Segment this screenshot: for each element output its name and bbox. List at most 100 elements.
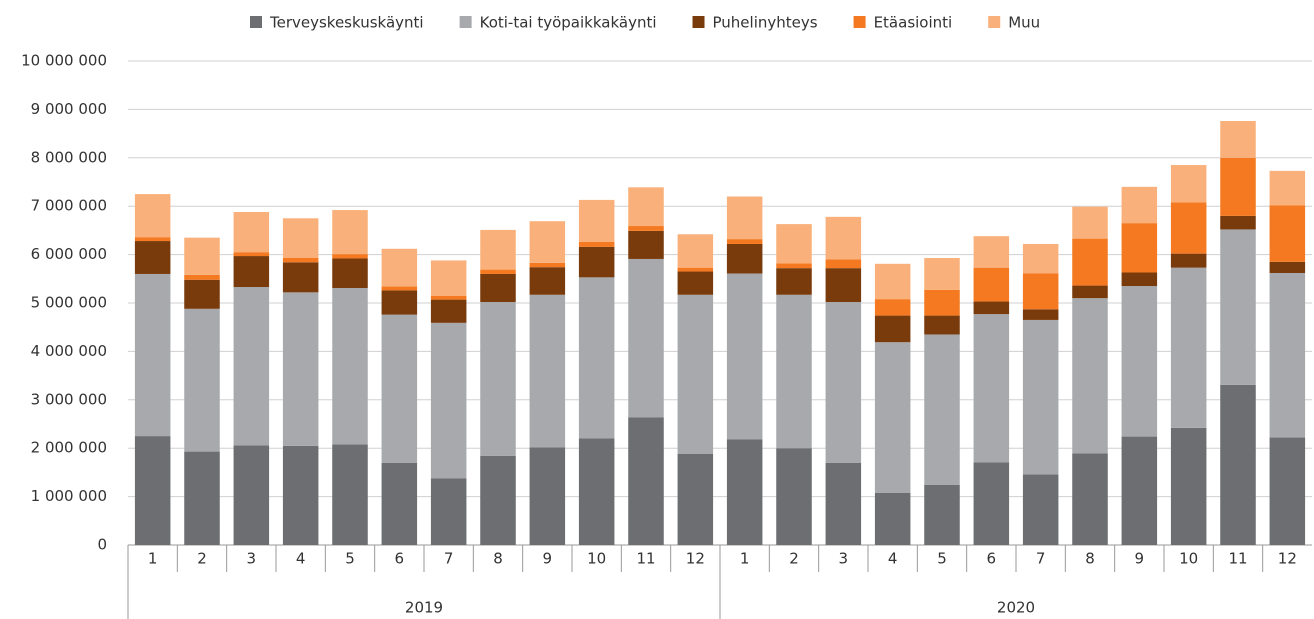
bar-segment <box>726 243 763 274</box>
x-tick-label: 2 <box>789 550 799 568</box>
bar-segment <box>677 294 714 455</box>
bar-segment <box>973 301 1010 315</box>
bar-segment <box>825 462 862 545</box>
bar-segment <box>332 210 368 255</box>
bar-segment <box>332 258 368 288</box>
bar-segment <box>134 241 171 274</box>
bar-segment <box>1121 186 1158 224</box>
bar-segment <box>1269 205 1306 262</box>
bar-segment <box>233 212 270 253</box>
bar-segment <box>677 267 714 272</box>
x-tick-label: 12 <box>1278 550 1297 568</box>
bar-segment <box>184 308 220 452</box>
y-tick-label: 10 000 000 <box>21 52 107 70</box>
bar-segment <box>282 257 319 263</box>
y-tick-label: 3 000 000 <box>31 390 107 408</box>
bar-segment <box>924 334 960 485</box>
y-tick-label: 6 000 000 <box>31 245 107 263</box>
bar-segment <box>1022 319 1059 475</box>
x-tick-label: 3 <box>839 550 849 568</box>
bar-segment <box>480 229 516 270</box>
bar-segment <box>233 256 270 288</box>
x-tick-label: 4 <box>296 550 306 568</box>
bar-segment <box>677 454 714 545</box>
bar-segment <box>134 237 171 242</box>
bar-segment <box>628 226 664 231</box>
bar-segment <box>184 237 220 275</box>
bar-segment <box>874 263 911 300</box>
bar-segment <box>1220 215 1256 230</box>
y-tick-label: 7 000 000 <box>31 197 107 215</box>
legend-label: Muu <box>1008 14 1040 32</box>
legend-swatch <box>853 16 866 28</box>
legend-swatch <box>459 16 472 28</box>
bar-segment <box>924 257 960 290</box>
bar-segment <box>233 252 270 257</box>
bar-segment <box>825 216 862 260</box>
bar-segment <box>480 273 516 303</box>
legend-label: Terveyskeskuskäynti <box>269 14 424 32</box>
x-tick-label: 6 <box>987 550 997 568</box>
y-tick-label: 5 000 000 <box>31 294 107 312</box>
x-tick-label: 2 <box>197 550 207 568</box>
bar-segment <box>776 268 812 295</box>
bar-segment <box>529 262 566 268</box>
legend-label: Puhelinyhteys <box>713 14 818 32</box>
bar-segment <box>973 314 1010 463</box>
bar-segment <box>874 342 911 493</box>
x-tick-label: 11 <box>636 550 655 568</box>
bar-segment <box>282 218 319 258</box>
bar-segment <box>677 271 714 295</box>
x-tick-label: 1 <box>148 550 158 568</box>
bar-segment <box>776 263 812 269</box>
bar-segment <box>480 269 516 274</box>
x-tick-label: 7 <box>444 550 454 568</box>
bar-segment <box>1170 427 1207 545</box>
bar-segment <box>1269 437 1306 545</box>
bar-segment <box>1269 272 1306 438</box>
bar-segment <box>1220 121 1256 158</box>
bar-segment <box>233 287 270 446</box>
y-tick-label: 1 000 000 <box>31 487 107 505</box>
group-label: 2020 <box>997 599 1035 617</box>
bar-segment <box>628 230 664 259</box>
x-tick-label: 6 <box>395 550 405 568</box>
bar-segment <box>233 445 270 545</box>
bar-segment <box>973 236 1010 268</box>
bar-segment <box>134 194 171 238</box>
x-tick-label: 11 <box>1228 550 1247 568</box>
bar-segment <box>282 292 319 446</box>
bar-segment <box>776 294 812 449</box>
bar-segment <box>677 234 714 268</box>
bar-segment <box>1072 206 1108 239</box>
bar-segment <box>924 315 960 335</box>
legend-label: Etäasiointi <box>874 14 953 32</box>
group-label: 2019 <box>405 599 443 617</box>
bar-segment <box>1269 170 1306 206</box>
bar-segment <box>282 262 319 293</box>
bar-segment <box>1121 436 1158 545</box>
bar-segment <box>726 196 763 240</box>
bar-segment <box>480 302 516 456</box>
x-tick-label: 4 <box>888 550 898 568</box>
bar-segment <box>578 246 615 278</box>
bar-segment <box>381 286 418 291</box>
bar-segment <box>1022 273 1059 310</box>
bar-segment <box>1269 261 1306 273</box>
bar-segment <box>1121 272 1158 287</box>
bar-segment <box>1170 267 1207 428</box>
bar-segment <box>874 315 911 343</box>
y-tick-label: 8 000 000 <box>31 148 107 166</box>
bar-segment <box>381 314 418 463</box>
bar-segment <box>1220 384 1256 545</box>
x-tick-label: 12 <box>686 550 705 568</box>
bar-segment <box>578 199 615 243</box>
x-tick-label: 7 <box>1036 550 1046 568</box>
bar-segment <box>825 268 862 303</box>
bar-segment <box>184 279 220 309</box>
x-tick-label: 5 <box>937 550 947 568</box>
x-tick-label: 1 <box>740 550 750 568</box>
bar-segment <box>1121 223 1158 273</box>
bar-segment <box>1022 474 1059 545</box>
bar-segment <box>578 438 615 545</box>
